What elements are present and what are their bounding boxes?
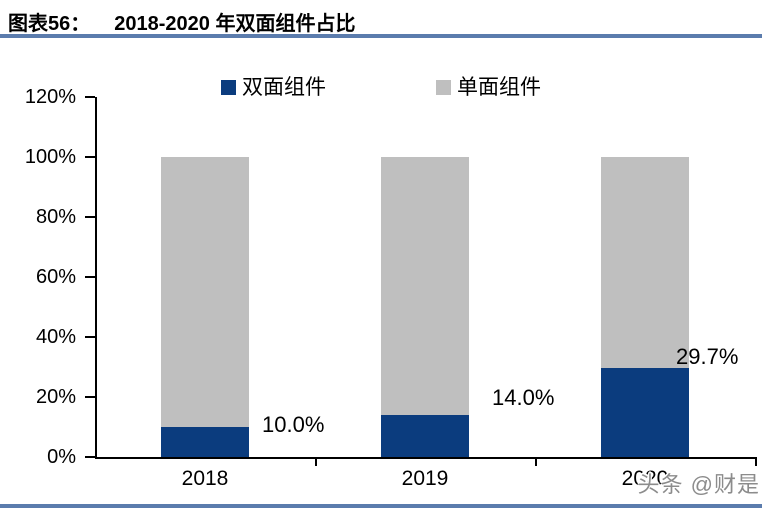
y-tick-mark bbox=[85, 156, 95, 158]
x-tick-mark bbox=[315, 457, 317, 466]
y-tick-mark bbox=[85, 276, 95, 278]
y-tick-label: 0% bbox=[47, 446, 76, 468]
figure-label: 图表56： bbox=[8, 13, 91, 35]
bar-segment-monofacial bbox=[381, 157, 469, 415]
legend-item-monofacial: 单面组件 bbox=[436, 74, 541, 99]
y-axis-line bbox=[95, 97, 97, 459]
x-tick-label: 2020 bbox=[621, 467, 669, 490]
watermark: 头条 @财是 bbox=[637, 472, 760, 497]
x-tick-mark bbox=[755, 457, 757, 466]
x-axis-line bbox=[95, 457, 757, 459]
y-tick-label: 80% bbox=[35, 206, 76, 228]
header-rule bbox=[0, 34, 762, 38]
y-tick-label: 40% bbox=[35, 326, 76, 348]
x-tick-mark bbox=[535, 457, 537, 466]
bar-segment-bifacial bbox=[381, 415, 469, 457]
chart-legend: 双面组件 单面组件 bbox=[0, 74, 762, 100]
y-tick-mark bbox=[85, 216, 95, 218]
bar-data-label: 10.0% bbox=[262, 412, 325, 437]
legend-swatch-bifacial-icon bbox=[221, 79, 236, 95]
legend-item-bifacial: 双面组件 bbox=[221, 74, 326, 99]
y-tick-label: 20% bbox=[35, 386, 76, 408]
legend-swatch-monofacial-icon bbox=[436, 79, 451, 95]
bar-segment-monofacial bbox=[601, 157, 689, 368]
bar-segment-bifacial bbox=[601, 367, 689, 457]
x-tick-label: 2018 bbox=[181, 467, 229, 490]
y-tick-label: 60% bbox=[35, 266, 76, 288]
y-tick-label: 120% bbox=[24, 86, 76, 108]
y-tick-mark bbox=[85, 336, 95, 338]
y-tick-mark bbox=[85, 96, 95, 98]
y-tick-mark bbox=[85, 396, 95, 398]
y-tick-mark bbox=[85, 456, 95, 458]
bar-segment-bifacial bbox=[161, 427, 249, 457]
legend-label-bifacial: 双面组件 bbox=[242, 74, 326, 99]
bar-segment-monofacial bbox=[161, 157, 249, 427]
bar-data-label: 29.7% bbox=[676, 343, 739, 369]
x-tick-label: 2019 bbox=[401, 467, 449, 490]
figure-header: 图表56： 2018-2020 年双面组件占比 bbox=[8, 7, 355, 36]
bottom-rule bbox=[0, 504, 762, 508]
bar-data-label: 14.0% bbox=[492, 385, 555, 410]
legend-label-monofacial: 单面组件 bbox=[457, 74, 541, 99]
y-tick-label: 100% bbox=[24, 146, 76, 168]
figure-title: 2018-2020 年双面组件占比 bbox=[114, 13, 356, 35]
